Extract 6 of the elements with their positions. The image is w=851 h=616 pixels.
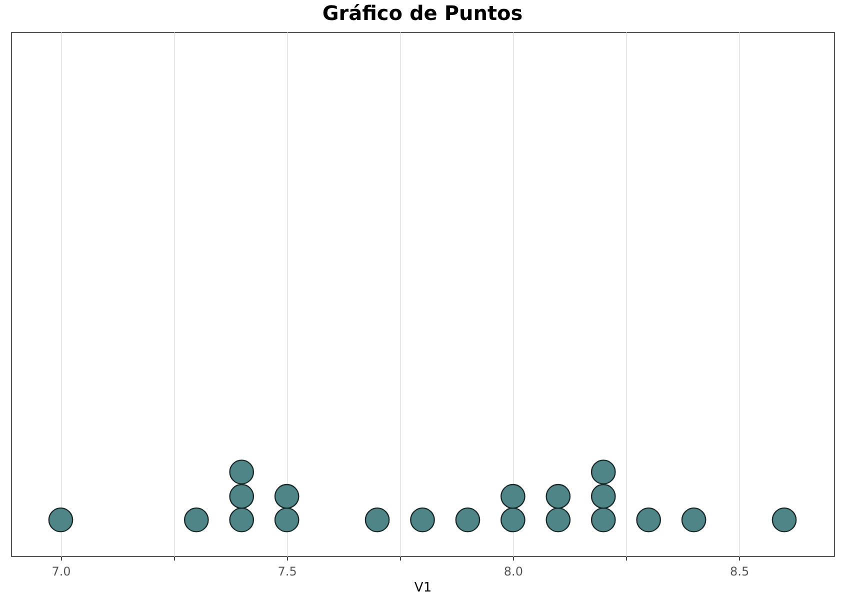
x-tick-label: 8.0	[504, 564, 523, 578]
x-tick-label: 7.5	[278, 564, 297, 578]
x-tick-label: 7.0	[52, 564, 71, 578]
x-tick-label: 8.5	[730, 564, 750, 578]
x-axis-title: V1	[414, 580, 432, 596]
chart-title: Gráfico de Puntos	[322, 1, 523, 25]
